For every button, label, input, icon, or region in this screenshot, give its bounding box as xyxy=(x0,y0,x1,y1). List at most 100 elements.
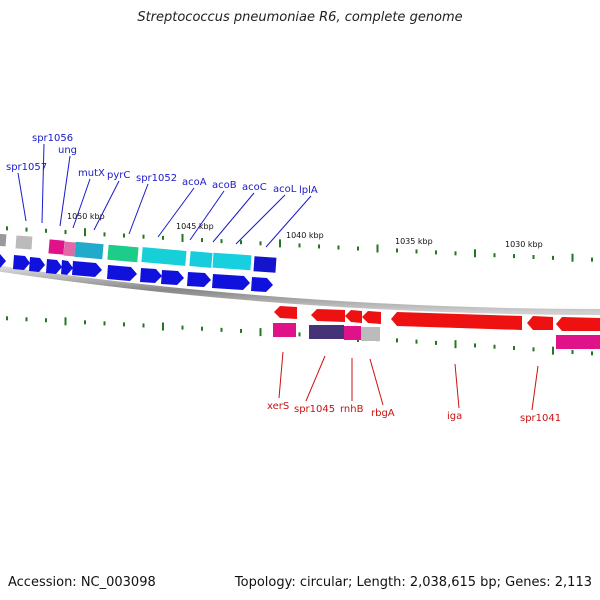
feature-tile xyxy=(309,325,344,339)
scale-label: 1050 kbp xyxy=(67,212,105,221)
gene-leader-line xyxy=(17,172,27,222)
minor-tick xyxy=(64,230,67,235)
major-tick xyxy=(64,317,67,326)
minor-tick xyxy=(162,235,164,240)
gene-label-forward: acoL xyxy=(273,184,297,195)
gene-arrow-forward xyxy=(212,274,250,290)
minor-tick xyxy=(318,244,320,249)
minor-tick xyxy=(591,351,593,356)
minor-tick xyxy=(415,249,418,254)
gene-arrow-reverse xyxy=(556,317,600,331)
gene-leader-line xyxy=(369,358,384,406)
gene-label-reverse: spr1041 xyxy=(520,413,561,424)
minor-tick xyxy=(259,241,262,246)
minor-tick xyxy=(493,253,496,258)
minor-tick xyxy=(142,323,145,328)
gene-label-reverse: xerS xyxy=(267,401,289,412)
minor-tick xyxy=(123,233,125,238)
major-tick xyxy=(162,322,164,331)
major-tick xyxy=(279,239,281,248)
minor-tick xyxy=(6,316,8,321)
gene-label-forward: mutX xyxy=(78,168,105,179)
feature-tile xyxy=(141,247,187,266)
minor-tick xyxy=(220,239,223,244)
major-tick xyxy=(552,346,554,355)
gene-arrow-forward xyxy=(29,257,45,272)
gene-arrow-forward xyxy=(140,268,162,283)
feature-tile xyxy=(361,327,380,341)
feature-tile xyxy=(344,326,361,340)
minor-tick xyxy=(220,327,223,332)
scale-ticks-upper xyxy=(6,226,593,262)
minor-tick xyxy=(181,325,184,330)
feature-tile xyxy=(556,335,600,349)
scale-label: 1035 kbp xyxy=(395,237,433,246)
reverse-gene-labels: xerS spr1045 rnhB rbgA iga spr1041 xyxy=(267,351,561,424)
gene-leader-line xyxy=(212,192,255,243)
gene-label-forward: acoB xyxy=(212,180,237,191)
major-tick xyxy=(454,340,457,349)
feature-tile xyxy=(189,251,213,268)
minor-tick xyxy=(435,340,437,345)
gene-leader-line xyxy=(278,351,284,399)
genome-summary-text: Topology: circular; Length: 2,038,615 bp… xyxy=(234,575,592,590)
minor-tick xyxy=(45,228,47,233)
feature-row-lower xyxy=(273,323,600,349)
gene-arrow-reverse xyxy=(527,316,553,330)
gene-arrow-reverse xyxy=(362,311,381,324)
gene-arrow-forward xyxy=(251,277,273,292)
minor-tick xyxy=(532,347,535,352)
gene-label-forward: spr1056 xyxy=(32,133,73,144)
gene-label-forward: lplA xyxy=(299,185,318,196)
minor-tick xyxy=(513,346,515,351)
minor-tick xyxy=(513,254,515,259)
feature-row-upper xyxy=(0,233,277,273)
gene-label-reverse: iga xyxy=(447,411,462,422)
gene-leader-line xyxy=(454,363,460,409)
gene-leader-line xyxy=(41,143,45,224)
major-tick xyxy=(376,244,379,253)
minor-tick xyxy=(201,238,203,243)
minor-tick xyxy=(435,250,437,255)
minor-tick xyxy=(123,322,125,327)
gene-arrow-forward xyxy=(61,260,73,275)
minor-tick xyxy=(415,339,418,344)
gene-label-reverse: spr1045 xyxy=(294,404,335,415)
gene-arrow-forward xyxy=(187,272,211,287)
minor-tick xyxy=(591,257,593,262)
minor-tick xyxy=(298,332,301,337)
gene-leader-line xyxy=(128,183,149,235)
feature-tile xyxy=(15,235,33,250)
gene-label-reverse: rbgA xyxy=(371,408,395,419)
minor-tick xyxy=(357,246,359,251)
minor-tick xyxy=(6,226,8,231)
feature-tile xyxy=(212,252,252,271)
major-tick xyxy=(259,328,262,337)
minor-tick xyxy=(552,255,554,260)
feature-tile xyxy=(63,241,76,257)
minor-tick xyxy=(240,240,242,245)
map-title: Streptococcus pneumoniae R6, complete ge… xyxy=(137,10,463,25)
gene-leader-line xyxy=(531,365,539,411)
major-tick xyxy=(571,253,574,262)
gene-arrow-forward xyxy=(72,261,102,277)
gene-label-reverse: rnhB xyxy=(340,404,364,415)
gene-leader-line xyxy=(305,355,326,402)
major-tick xyxy=(474,249,476,258)
gene-arrow-forward xyxy=(107,265,137,281)
gene-label-forward: ung xyxy=(58,145,77,156)
reverse-arrows xyxy=(274,306,600,331)
gene-label-forward: acoA xyxy=(182,177,207,188)
gene-leader-line xyxy=(93,180,120,231)
minor-tick xyxy=(474,343,476,348)
gene-leader-line xyxy=(157,187,195,238)
minor-tick xyxy=(103,232,106,237)
feature-tile xyxy=(253,256,277,273)
feature-tile xyxy=(0,233,7,247)
gene-leader-line xyxy=(72,178,91,229)
gene-arrow-forward xyxy=(0,254,6,268)
genome-backbone xyxy=(0,265,600,315)
minor-tick xyxy=(201,326,203,331)
